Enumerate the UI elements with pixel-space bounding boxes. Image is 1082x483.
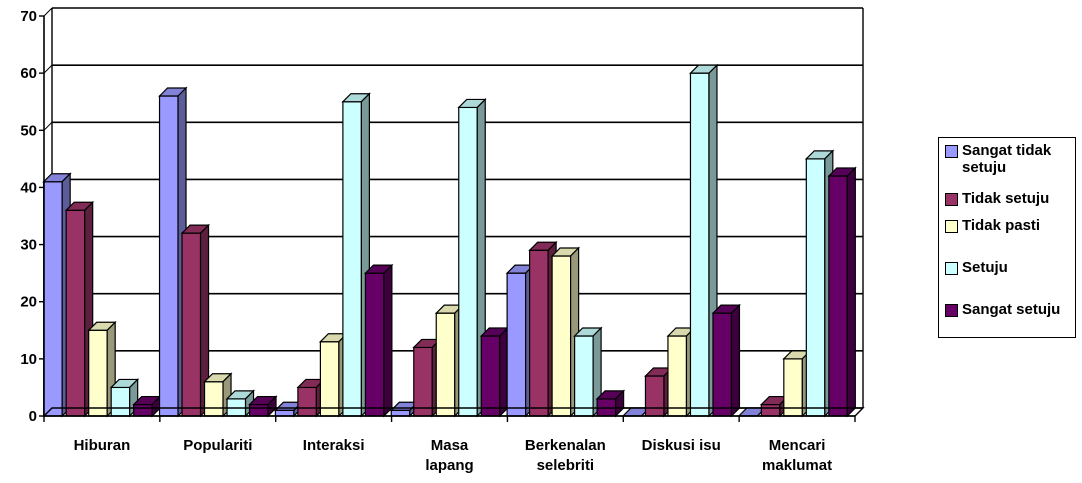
gridline-depth (43, 121, 53, 131)
legend-item: Sangat tidak setuju (945, 142, 1074, 176)
x-tick-label: Mencari (769, 437, 826, 454)
legend-label: Tidak setuju (962, 190, 1050, 207)
x-tick-label: Hiburan (74, 437, 131, 454)
bar-side (730, 303, 741, 418)
legend-label: Sangat setuju (962, 301, 1061, 318)
y-tick-label: 0 (29, 408, 37, 425)
bars (42, 63, 857, 418)
x-tick-label: Berkenalan (525, 437, 606, 454)
legend-swatch (945, 220, 958, 233)
legend-swatch (945, 262, 958, 275)
bar-front (110, 386, 131, 417)
bar-front (133, 403, 153, 417)
bar (180, 223, 210, 418)
legend-item: Tidak pasti (945, 217, 1074, 234)
bar-front (828, 175, 848, 417)
bar-front (712, 312, 733, 417)
legend-item: Tidak setuju (945, 190, 1074, 207)
y-tick-label: 10 (20, 351, 37, 368)
bar-front (158, 95, 179, 417)
bar-front (203, 381, 224, 417)
bar-front (506, 272, 527, 417)
bar-front (689, 72, 710, 417)
y-tick-label: 40 (20, 179, 37, 196)
bar (711, 303, 741, 418)
bar (827, 166, 857, 418)
bar (689, 63, 719, 418)
y-tick-label: 30 (20, 237, 37, 254)
legend-swatch (945, 193, 958, 206)
bar-front (413, 346, 433, 417)
bar-front (181, 232, 202, 417)
bar (132, 395, 162, 418)
x-tick-label: lapang (425, 457, 473, 474)
bar-front (480, 335, 501, 417)
gridline-depth (43, 7, 53, 17)
bar-front (364, 272, 385, 417)
axes (39, 15, 865, 422)
bar-front (551, 255, 572, 417)
legend-swatch (945, 145, 958, 158)
bar (595, 389, 626, 418)
bar-front (529, 249, 549, 417)
legend: Sangat tidak setuju Tidak setuju Tidak past… (938, 137, 1076, 338)
bar (87, 320, 117, 418)
bar-front (274, 409, 295, 417)
bar-front (248, 403, 269, 417)
y-tick-label: 20 (20, 294, 37, 311)
gridline-depth (43, 64, 53, 74)
legend-swatch (945, 304, 958, 317)
bar (479, 326, 510, 418)
bar-front (88, 329, 108, 417)
bar (109, 377, 140, 418)
bar-front (667, 335, 688, 417)
bar-front (644, 375, 665, 417)
bar-front (390, 409, 411, 417)
bar-front (297, 386, 317, 417)
bar-side (846, 166, 856, 418)
bar-side (383, 263, 393, 418)
bar-front (435, 312, 456, 417)
legend-label: Setuju (962, 259, 1008, 276)
bar (248, 395, 278, 418)
x-tick-label: maklumat (762, 457, 832, 474)
legend-label: Tidak pasti (962, 217, 1041, 234)
bar-front (65, 209, 86, 417)
axis-labels: 0 10 20 30 40 50 60 70 Hiburan Populariti Interaks… (20, 8, 832, 474)
x-tick-label: Populariti (183, 437, 252, 454)
bar-front (805, 158, 826, 417)
bar-front (319, 341, 340, 417)
bar-front (43, 181, 63, 417)
x-tick-label: Diskusi isu (642, 437, 721, 454)
y-tick-label: 50 (20, 122, 37, 139)
x-tick-label: Interaksi (303, 437, 365, 454)
x-tick-label: selebriti (537, 457, 595, 474)
x-tick-label: Masa (431, 437, 469, 454)
bar-front (760, 403, 781, 417)
bar-front (342, 101, 362, 417)
legend-item: Sangat setuju (945, 301, 1074, 318)
y-tick-label: 70 (20, 8, 37, 25)
bar-front (574, 335, 594, 417)
bar-front (458, 106, 478, 417)
legend-label: Sangat tidak setuju (962, 142, 1052, 176)
bar (363, 263, 394, 418)
legend-item: Setuju (945, 259, 1074, 276)
y-tick-label: 60 (20, 65, 37, 82)
